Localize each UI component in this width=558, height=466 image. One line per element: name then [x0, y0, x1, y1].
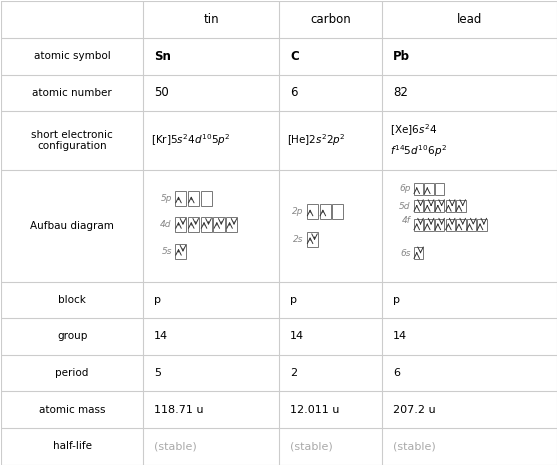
Bar [307, 232, 318, 247]
Text: 207.2 u: 207.2 u [393, 404, 435, 415]
Text: 82: 82 [393, 86, 408, 99]
Text: 14: 14 [154, 331, 168, 342]
Text: [He]2$s^2$2$p^2$: [He]2$s^2$2$p^2$ [287, 132, 346, 148]
Bar [188, 217, 199, 232]
Text: p: p [393, 295, 400, 305]
Text: block: block [58, 295, 86, 305]
Text: atomic number: atomic number [32, 88, 112, 98]
Bar [201, 217, 212, 232]
Text: atomic symbol: atomic symbol [34, 51, 110, 62]
Text: (stable): (stable) [290, 441, 333, 451]
Text: 2s: 2s [293, 235, 304, 244]
Text: carbon: carbon [310, 13, 351, 26]
Bar [466, 219, 476, 231]
Text: atomic mass: atomic mass [39, 404, 105, 415]
Bar [175, 217, 186, 232]
Text: 2p: 2p [292, 207, 304, 216]
Text: 12.011 u: 12.011 u [290, 404, 339, 415]
Bar [175, 192, 186, 206]
Text: short electronic
configuration: short electronic configuration [31, 130, 113, 151]
Text: 6: 6 [290, 86, 297, 99]
Text: Pb: Pb [393, 50, 410, 63]
Bar [425, 200, 434, 212]
Text: 2: 2 [290, 368, 297, 378]
Text: [Xe]6$s^2$4: [Xe]6$s^2$4 [390, 122, 437, 137]
Text: half-life: half-life [52, 441, 92, 451]
Text: (stable): (stable) [154, 441, 197, 451]
Bar [425, 183, 434, 195]
Bar [320, 204, 331, 219]
Bar [414, 200, 424, 212]
Text: 5d: 5d [399, 202, 411, 211]
Bar [414, 247, 424, 260]
Text: 14: 14 [290, 331, 304, 342]
Bar [414, 183, 424, 195]
Text: group: group [57, 331, 88, 342]
Bar [456, 200, 465, 212]
Text: 6: 6 [393, 368, 400, 378]
Bar [201, 192, 212, 206]
Text: 5: 5 [154, 368, 161, 378]
Text: 4d: 4d [160, 220, 172, 229]
Bar [477, 219, 487, 231]
Bar [226, 217, 237, 232]
Text: (stable): (stable) [393, 441, 436, 451]
Bar [414, 219, 424, 231]
Text: C: C [290, 50, 299, 63]
Text: p: p [290, 295, 297, 305]
Text: Aufbau diagram: Aufbau diagram [30, 220, 114, 231]
Text: p: p [154, 295, 161, 305]
Text: 6s: 6s [400, 249, 411, 258]
Bar [425, 219, 434, 231]
Bar [214, 217, 224, 232]
Text: 14: 14 [393, 331, 407, 342]
Text: period: period [55, 368, 89, 378]
Bar [307, 204, 318, 219]
Text: 5p: 5p [160, 194, 172, 203]
Text: 50: 50 [154, 86, 169, 99]
Text: $f^{14}$5$d^{10}$6$p^2$: $f^{14}$5$d^{10}$6$p^2$ [390, 143, 447, 159]
Text: 5s: 5s [161, 247, 172, 256]
Bar [456, 219, 465, 231]
Bar [446, 219, 455, 231]
Bar [435, 200, 445, 212]
Bar [333, 204, 343, 219]
Text: [Kr]5$s^2$4$d^{10}$5$p^2$: [Kr]5$s^2$4$d^{10}$5$p^2$ [151, 132, 231, 148]
Bar [175, 244, 186, 259]
Text: 4f: 4f [402, 217, 411, 226]
Bar [188, 192, 199, 206]
Text: tin: tin [203, 13, 219, 26]
Bar [435, 183, 445, 195]
Bar [446, 200, 455, 212]
Text: 118.71 u: 118.71 u [154, 404, 204, 415]
Text: Sn: Sn [154, 50, 171, 63]
Text: lead: lead [456, 13, 482, 26]
Text: 6p: 6p [399, 184, 411, 193]
Bar [435, 219, 445, 231]
